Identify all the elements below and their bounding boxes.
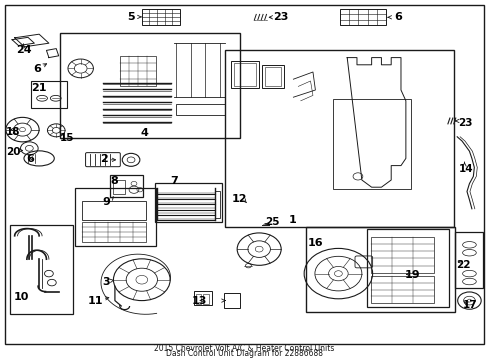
Text: 5: 5 <box>127 12 135 22</box>
Text: 12: 12 <box>231 194 247 204</box>
Text: 16: 16 <box>307 238 323 248</box>
Text: 1: 1 <box>288 215 296 225</box>
Bar <box>154 183 222 222</box>
Text: 6: 6 <box>26 154 34 164</box>
Bar <box>60 33 239 138</box>
Bar <box>215 191 220 218</box>
Text: 24: 24 <box>16 45 31 55</box>
Text: 9: 9 <box>102 197 110 207</box>
Bar <box>339 9 386 25</box>
Bar <box>224 293 239 308</box>
Text: 4: 4 <box>140 128 148 138</box>
Text: 17: 17 <box>462 300 477 310</box>
Text: 7: 7 <box>170 176 178 186</box>
Text: 8: 8 <box>110 176 118 186</box>
Bar <box>305 227 454 312</box>
Text: 18: 18 <box>5 127 20 137</box>
Bar <box>10 225 73 314</box>
Text: 25: 25 <box>264 217 279 227</box>
Bar <box>366 229 448 307</box>
Text: 13: 13 <box>191 296 207 306</box>
Text: 20: 20 <box>6 147 21 157</box>
Text: 22: 22 <box>455 260 470 270</box>
Bar <box>82 222 145 242</box>
Bar <box>176 104 224 115</box>
Text: 11: 11 <box>87 296 103 306</box>
Bar <box>113 180 125 194</box>
Bar <box>75 188 156 246</box>
Bar <box>370 237 433 273</box>
Bar <box>82 201 145 220</box>
Bar <box>262 65 284 88</box>
Bar <box>193 291 212 305</box>
Text: 19: 19 <box>404 270 420 280</box>
Bar <box>120 56 156 86</box>
Text: 6: 6 <box>33 64 41 74</box>
Bar <box>454 232 482 288</box>
Text: 3: 3 <box>102 276 110 287</box>
Text: 15: 15 <box>60 132 75 143</box>
Bar <box>332 99 410 189</box>
Text: 10: 10 <box>14 292 29 302</box>
Bar <box>370 276 433 303</box>
Text: 21: 21 <box>31 83 47 93</box>
Text: 23: 23 <box>457 118 472 128</box>
Text: 14: 14 <box>458 164 472 174</box>
Bar <box>203 294 209 304</box>
Text: 2: 2 <box>100 154 107 164</box>
Text: 23: 23 <box>272 12 288 22</box>
Bar <box>233 63 256 86</box>
Text: Dash Control Unit Diagram for 22886688: Dash Control Unit Diagram for 22886688 <box>165 349 323 358</box>
Text: 6: 6 <box>394 12 402 22</box>
Text: 2015 Chevrolet Volt A/C & Heater Control Units: 2015 Chevrolet Volt A/C & Heater Control… <box>154 344 334 353</box>
Bar <box>264 67 281 86</box>
Bar <box>31 81 66 108</box>
Bar <box>230 61 259 88</box>
Bar <box>142 9 180 25</box>
Bar <box>195 294 201 304</box>
Bar <box>224 50 453 227</box>
Bar <box>110 175 143 197</box>
